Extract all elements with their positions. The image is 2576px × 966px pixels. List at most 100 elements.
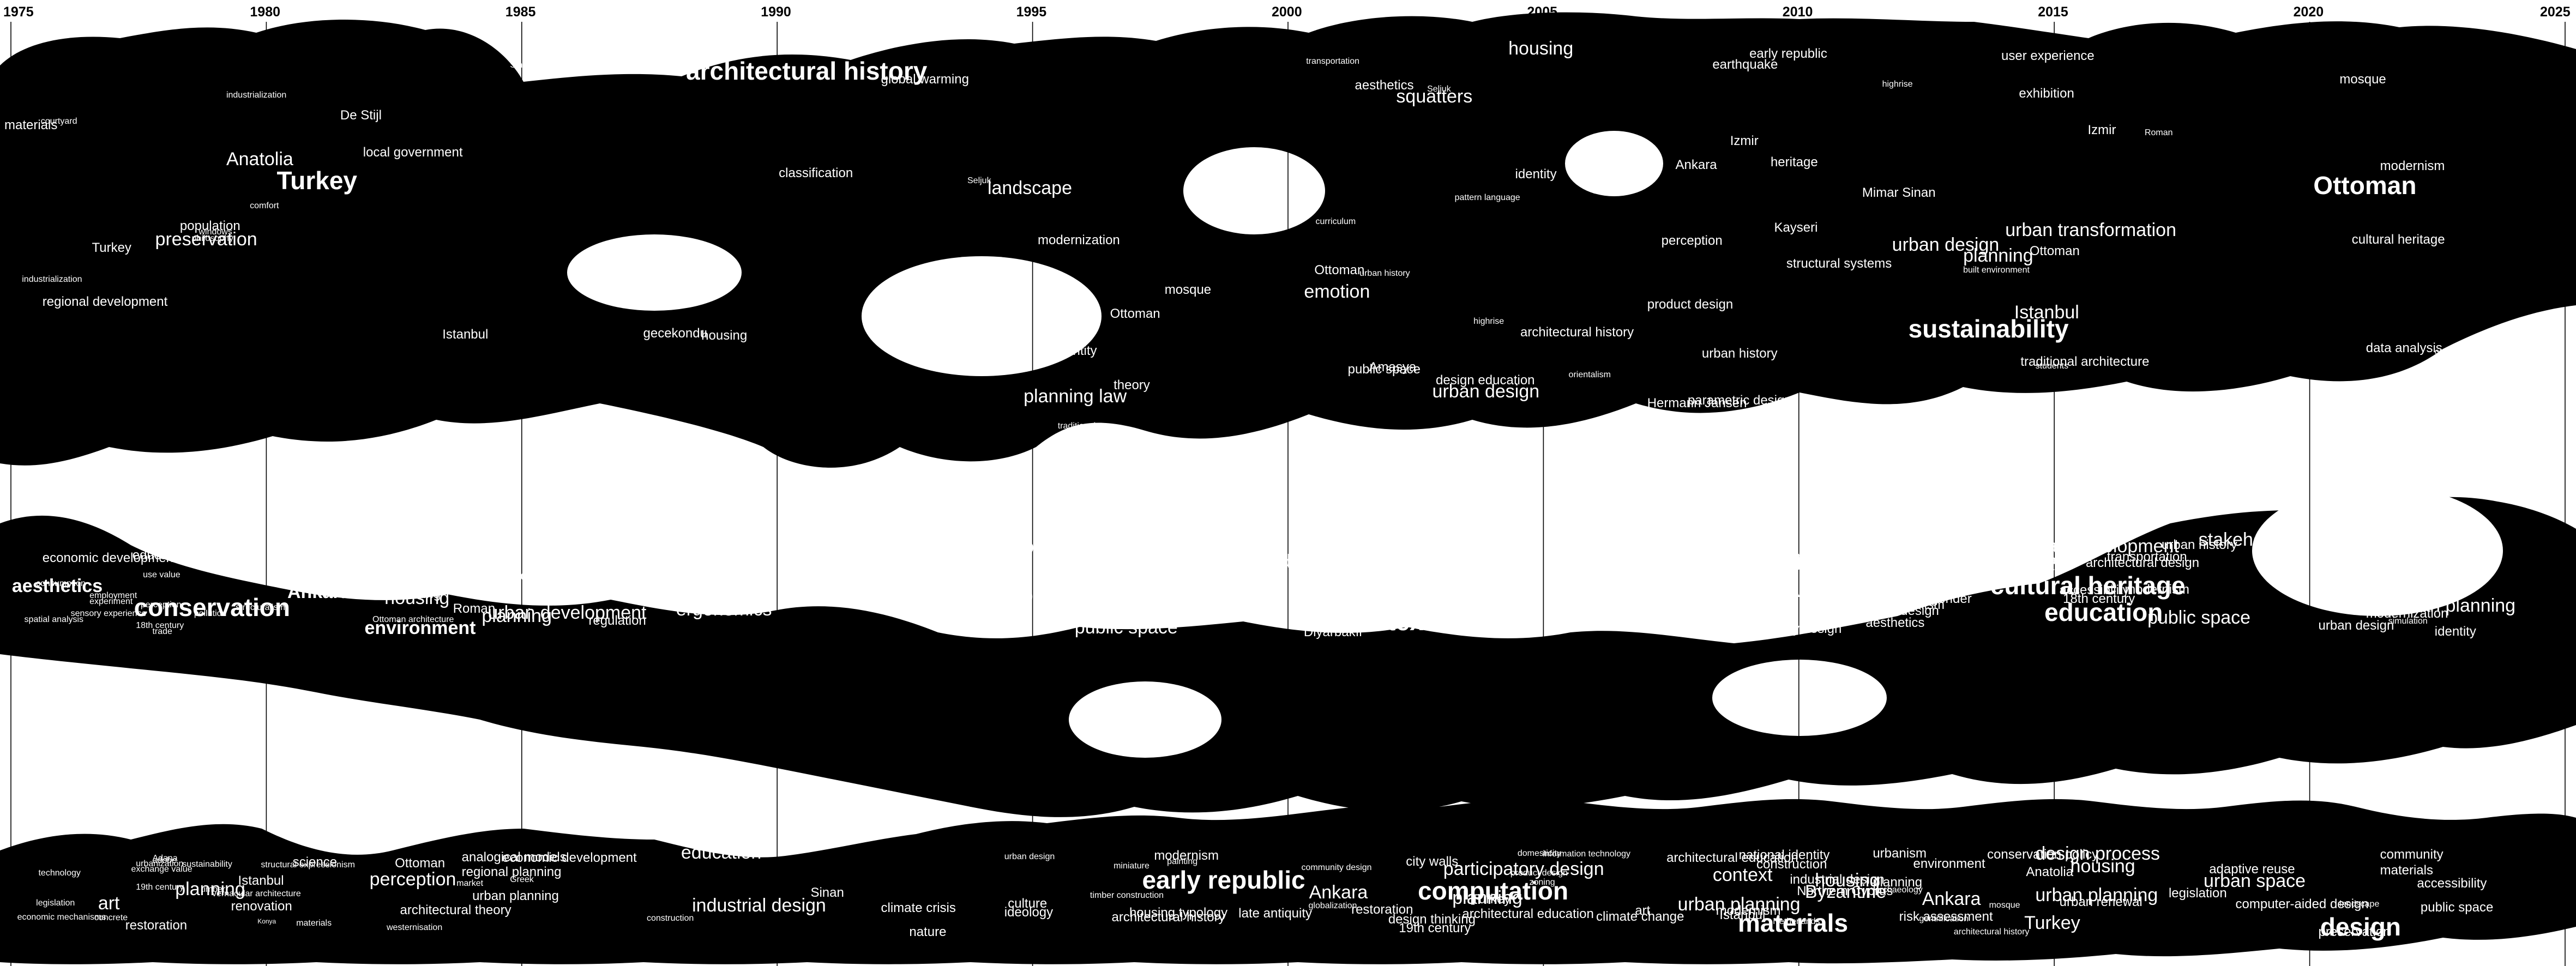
- term-label: Izmir: [2087, 123, 2116, 137]
- term-label: national identity: [1739, 848, 1830, 862]
- term-label: urban planning: [2393, 595, 2515, 616]
- term-label: heritage: [1771, 155, 1818, 170]
- term-label: early republic: [1409, 602, 1460, 612]
- term-label: housing: [1508, 38, 1573, 59]
- term-label: urban design: [1433, 381, 1540, 402]
- term-label: Konya: [257, 917, 276, 925]
- term-label: construction: [647, 914, 694, 923]
- tick-label-1975: 1975: [3, 4, 34, 20]
- term-label: Istanbul: [2014, 302, 2079, 323]
- term-label: industrialization: [22, 275, 82, 284]
- term-label: narrative: [2023, 541, 2073, 556]
- term-label: design education: [1436, 373, 1534, 388]
- term-label: conservation policy: [1987, 847, 2098, 862]
- term-label: housing: [2071, 856, 2135, 877]
- term-label: Northern Cyprus: [1797, 884, 1893, 898]
- term-label: local government: [363, 145, 463, 160]
- term-label: identity: [2026, 559, 2067, 573]
- term-label: Anatolia: [226, 149, 293, 170]
- term-label: conservation: [1739, 581, 1844, 601]
- year-tick-labels: 1975 1980 1985 1990 1995 2000 2005 2010 2015 2020…: [3, 4, 2571, 20]
- term-label: identity: [1055, 343, 1097, 358]
- term-label: identity: [1515, 167, 1557, 182]
- term-label: sustainability: [1698, 597, 1773, 612]
- term-label: urban design: [1004, 852, 1055, 861]
- term-label: industrial design: [692, 895, 826, 916]
- term-label: nature: [909, 925, 946, 939]
- term-label: architectural design: [2086, 556, 2199, 570]
- term-label: exchange value: [131, 865, 192, 874]
- term-label: materials: [2380, 863, 2433, 878]
- term-label: vernacular architecture: [212, 889, 301, 898]
- term-label: education: [2044, 598, 2163, 626]
- stream-gap: [1712, 660, 1887, 736]
- term-label: planning: [175, 879, 245, 899]
- term-label: Mondrian: [340, 539, 395, 553]
- term-label: cultural heritage: [941, 578, 1003, 588]
- term-label: orientalism: [1569, 370, 1611, 379]
- term-label: design: [2024, 536, 2079, 557]
- term-label: Turkey: [2024, 913, 2080, 933]
- term-label: legislation: [2169, 886, 2227, 901]
- term-label: students: [2036, 361, 2068, 371]
- term-label: planning: [1963, 245, 2033, 266]
- term-label: aesthetics: [1355, 78, 1414, 93]
- term-label: housing typology: [1129, 905, 1227, 920]
- term-label: urban design: [1892, 234, 2000, 255]
- tick-label-2025: 2025: [2540, 4, 2571, 20]
- term-label: construction: [1756, 857, 1827, 872]
- term-label: Istanbul: [442, 327, 488, 342]
- stream-gap: [1183, 147, 1325, 234]
- term-label: sensory experience: [71, 609, 147, 618]
- term-label: highrise: [1473, 317, 1504, 326]
- term-label: Ottoman: [1752, 547, 1855, 576]
- term-label: ergonomics: [676, 599, 772, 620]
- term-label: traditional: [1058, 421, 1096, 431]
- term-label: decisionmaking: [1409, 554, 1468, 564]
- term-label: perception: [1662, 233, 1723, 248]
- term-label: modernism: [1154, 848, 1219, 863]
- term-label: adaptive reuse: [2209, 862, 2295, 877]
- term-label: Roman: [2145, 128, 2173, 137]
- term-label: vernacular: [1187, 545, 1274, 566]
- topic-streams: [0, 12, 2576, 964]
- term-label: modernization: [2366, 606, 2448, 621]
- term-label: windows: [198, 227, 232, 237]
- term-label: simulation: [2388, 617, 2428, 626]
- term-label: 18th century: [2063, 591, 2135, 606]
- term-label: materials: [4, 118, 57, 132]
- term-label: architectural education: [1666, 850, 1798, 865]
- term-label: conservation: [1042, 616, 1116, 631]
- term-label: product design: [1647, 297, 1733, 312]
- term-label: Ottoman: [395, 856, 445, 871]
- term-label: industrialization: [226, 90, 286, 100]
- term-label: postmodernism: [1855, 597, 1945, 612]
- term-label: comfort: [250, 201, 279, 210]
- tick-label-1980: 1980: [250, 4, 280, 20]
- term-label: representation: [932, 592, 1015, 607]
- term-label: 19th century: [1399, 921, 1471, 935]
- term-label: art: [98, 893, 120, 914]
- term-label: conservation: [134, 593, 290, 621]
- term-label: Ankara: [287, 582, 351, 602]
- term-label: architectural history: [1520, 325, 1634, 340]
- term-label: environment: [1913, 856, 1985, 871]
- term-label: restoration: [1351, 902, 1413, 917]
- term-label: user experience: [2001, 49, 2094, 63]
- stream-gap: [2252, 485, 2503, 616]
- term-label: 18th century: [136, 621, 184, 630]
- term-label: planning law: [1024, 386, 1127, 407]
- year-gridlines: [10, 22, 2566, 966]
- term-label: Anatolia: [493, 569, 541, 583]
- tick-label-1995: 1995: [1016, 4, 1047, 20]
- term-label: Greek: [510, 875, 534, 884]
- term-label: economic mechanisms: [17, 913, 106, 922]
- term-label: urbanization: [136, 859, 183, 868]
- term-label: earthquake: [1712, 57, 1778, 72]
- term-label: product design: [1510, 868, 1568, 878]
- term-label: transportation: [2107, 550, 2187, 564]
- term-label: pollution: [194, 609, 227, 618]
- term-label: Diyarbakır: [1304, 625, 1363, 639]
- term-label: culture: [2489, 358, 2529, 372]
